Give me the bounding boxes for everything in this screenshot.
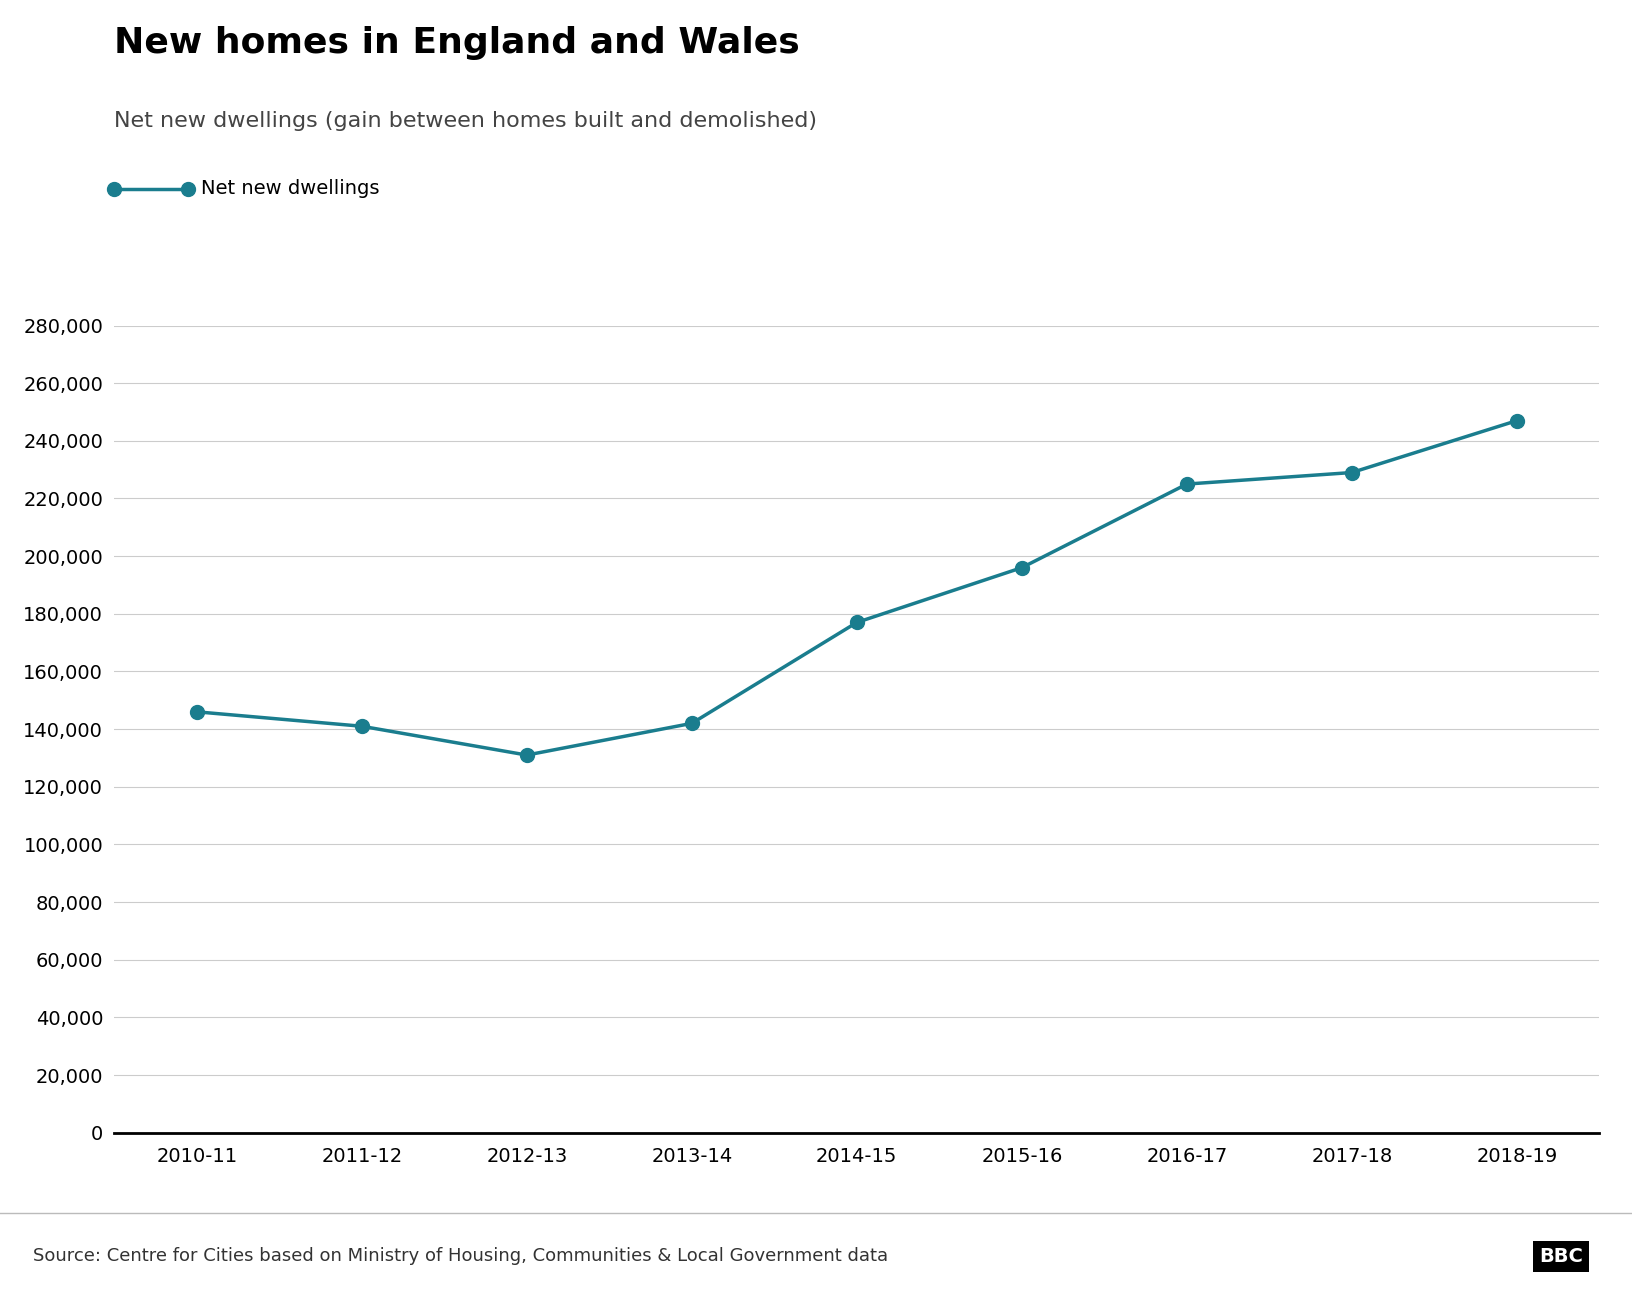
- Text: Source: Centre for Cities based on Ministry of Housing, Communities & Local Gove: Source: Centre for Cities based on Minis…: [33, 1247, 888, 1266]
- Text: New homes in England and Wales: New homes in England and Wales: [114, 26, 800, 60]
- Text: Net new dwellings: Net new dwellings: [201, 180, 379, 198]
- Text: BBC: BBC: [1539, 1247, 1583, 1266]
- Text: Net new dwellings (gain between homes built and demolished): Net new dwellings (gain between homes bu…: [114, 111, 818, 130]
